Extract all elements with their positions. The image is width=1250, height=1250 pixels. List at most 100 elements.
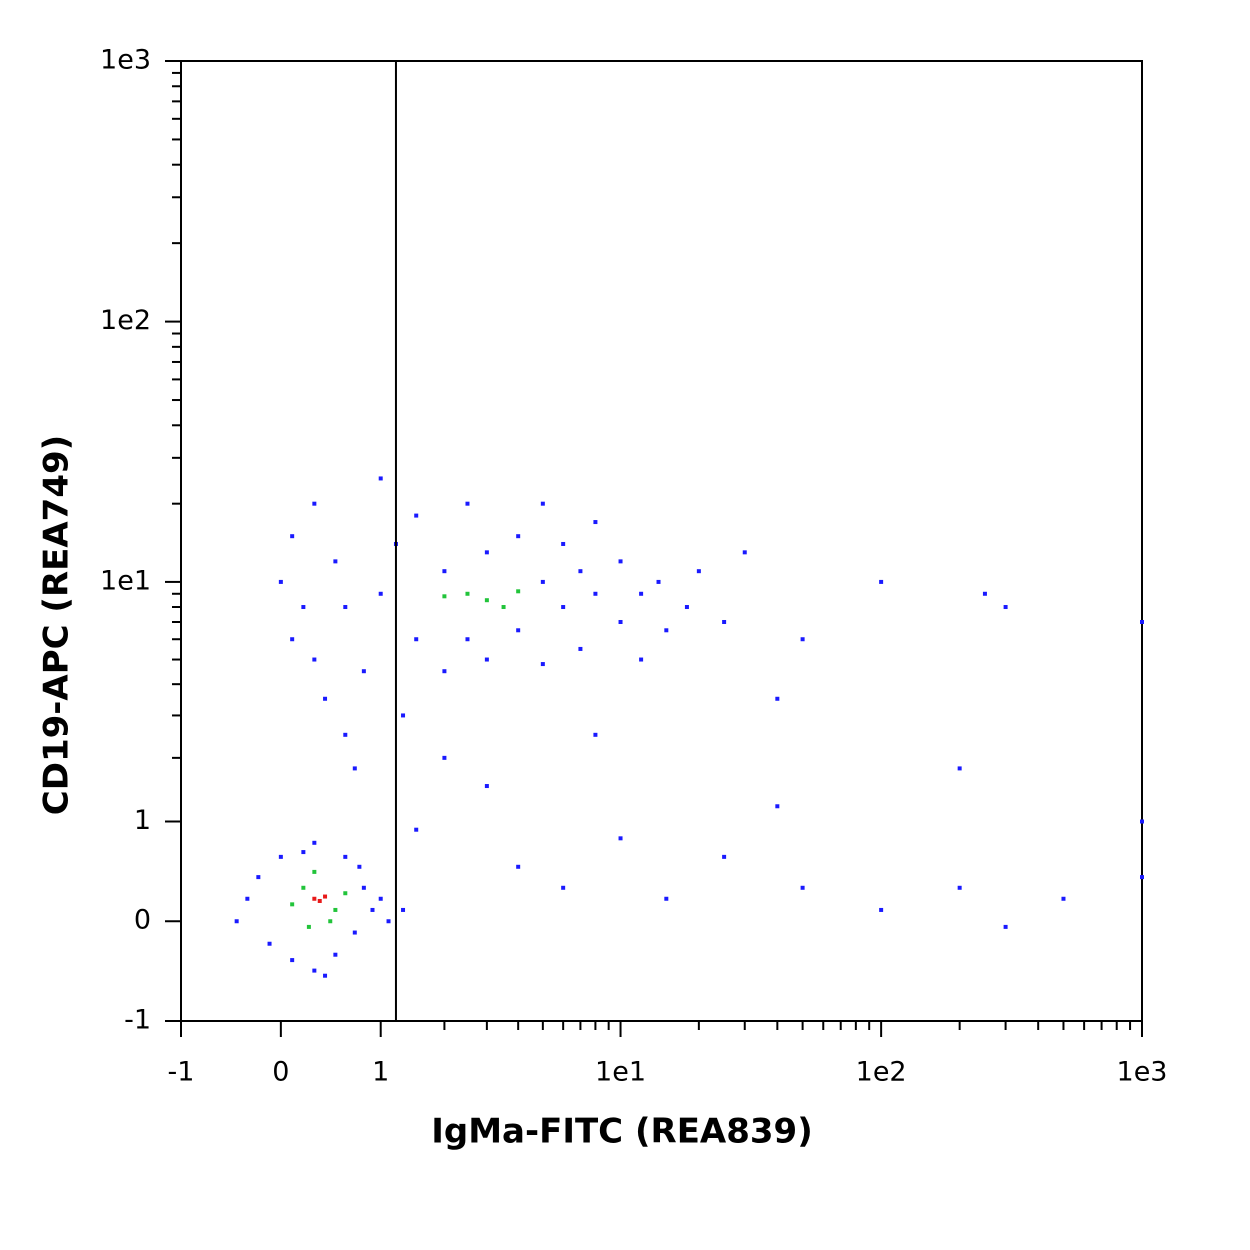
data-point	[312, 968, 317, 973]
data-point	[465, 591, 470, 596]
x-tick-label: 1	[372, 1057, 389, 1088]
data-point	[306, 924, 311, 929]
data-point	[333, 952, 338, 957]
data-point	[256, 875, 261, 880]
data-point	[800, 637, 805, 642]
data-point	[323, 973, 328, 978]
data-point	[484, 784, 489, 789]
data-point	[957, 766, 962, 771]
data-point	[442, 594, 447, 599]
data-point	[540, 501, 545, 506]
data-point	[312, 896, 317, 901]
data-point	[414, 513, 419, 518]
x-tick-label: 0	[272, 1057, 289, 1088]
data-point	[578, 569, 583, 574]
data-point	[696, 569, 701, 574]
y-tick-label: -1	[124, 1005, 151, 1036]
data-point	[982, 591, 987, 596]
data-point	[352, 930, 357, 935]
data-point	[639, 591, 644, 596]
data-point	[278, 579, 283, 584]
data-point	[312, 657, 317, 662]
data-point	[343, 854, 348, 859]
data-point	[618, 836, 623, 841]
data-point	[516, 628, 521, 633]
data-point	[484, 550, 489, 555]
data-point	[312, 840, 317, 845]
data-point	[401, 713, 406, 718]
data-point	[352, 766, 357, 771]
data-point	[540, 662, 545, 667]
data-point	[290, 902, 295, 907]
data-point	[290, 534, 295, 539]
data-point	[414, 827, 419, 832]
data-point	[378, 896, 383, 901]
y-tick-label: 0	[134, 905, 151, 936]
data-point	[333, 907, 338, 912]
y-axis-label: CD19-APC (REA749)	[37, 435, 77, 815]
data-point	[267, 941, 272, 946]
data-point	[618, 619, 623, 624]
data-point	[800, 885, 805, 890]
data-point	[1061, 896, 1066, 901]
data-point	[357, 864, 362, 869]
data-point	[516, 864, 521, 869]
data-point	[301, 850, 306, 855]
data-point	[516, 589, 521, 594]
data-point	[501, 605, 506, 610]
data-point	[323, 696, 328, 701]
data-point	[664, 628, 669, 633]
data-point	[465, 637, 470, 642]
data-point	[312, 869, 317, 874]
y-tick-label: 1e3	[100, 45, 151, 76]
data-point	[290, 637, 295, 642]
data-point	[323, 894, 328, 899]
data-point	[593, 732, 598, 737]
data-point	[639, 657, 644, 662]
data-point	[333, 559, 338, 564]
data-point	[722, 619, 727, 624]
data-point	[561, 541, 566, 546]
data-point	[465, 501, 470, 506]
data-point	[593, 591, 598, 596]
data-point	[593, 520, 598, 525]
data-point	[361, 669, 366, 674]
data-point	[312, 501, 317, 506]
plot-frame	[180, 60, 1143, 1022]
data-point	[957, 885, 962, 890]
data-point	[618, 559, 623, 564]
data-point	[386, 919, 391, 924]
data-point	[1140, 819, 1144, 824]
data-point	[1140, 875, 1144, 880]
data-point	[370, 907, 375, 912]
data-point	[742, 550, 747, 555]
data-point	[328, 919, 333, 924]
data-point	[879, 579, 884, 584]
data-point	[540, 579, 545, 584]
data-point	[1003, 924, 1008, 929]
data-point	[1003, 605, 1008, 610]
y-tick-label: 1e2	[100, 305, 151, 336]
data-point	[516, 534, 521, 539]
data-point	[361, 885, 366, 890]
data-point	[343, 732, 348, 737]
data-point	[442, 755, 447, 760]
data-point	[775, 804, 780, 809]
data-point	[414, 637, 419, 642]
data-point	[234, 919, 239, 924]
data-point	[484, 598, 489, 603]
data-point	[722, 854, 727, 859]
data-point	[401, 907, 406, 912]
x-tick-label: -1	[168, 1057, 195, 1088]
data-point	[484, 657, 489, 662]
data-point	[442, 669, 447, 674]
data-point	[245, 896, 250, 901]
data-point	[578, 646, 583, 651]
x-tick-label: 1e2	[856, 1057, 907, 1088]
data-point	[442, 569, 447, 574]
data-point	[378, 591, 383, 596]
data-point	[278, 854, 283, 859]
x-tick-label: 1e3	[1117, 1057, 1168, 1088]
data-point	[317, 898, 322, 903]
